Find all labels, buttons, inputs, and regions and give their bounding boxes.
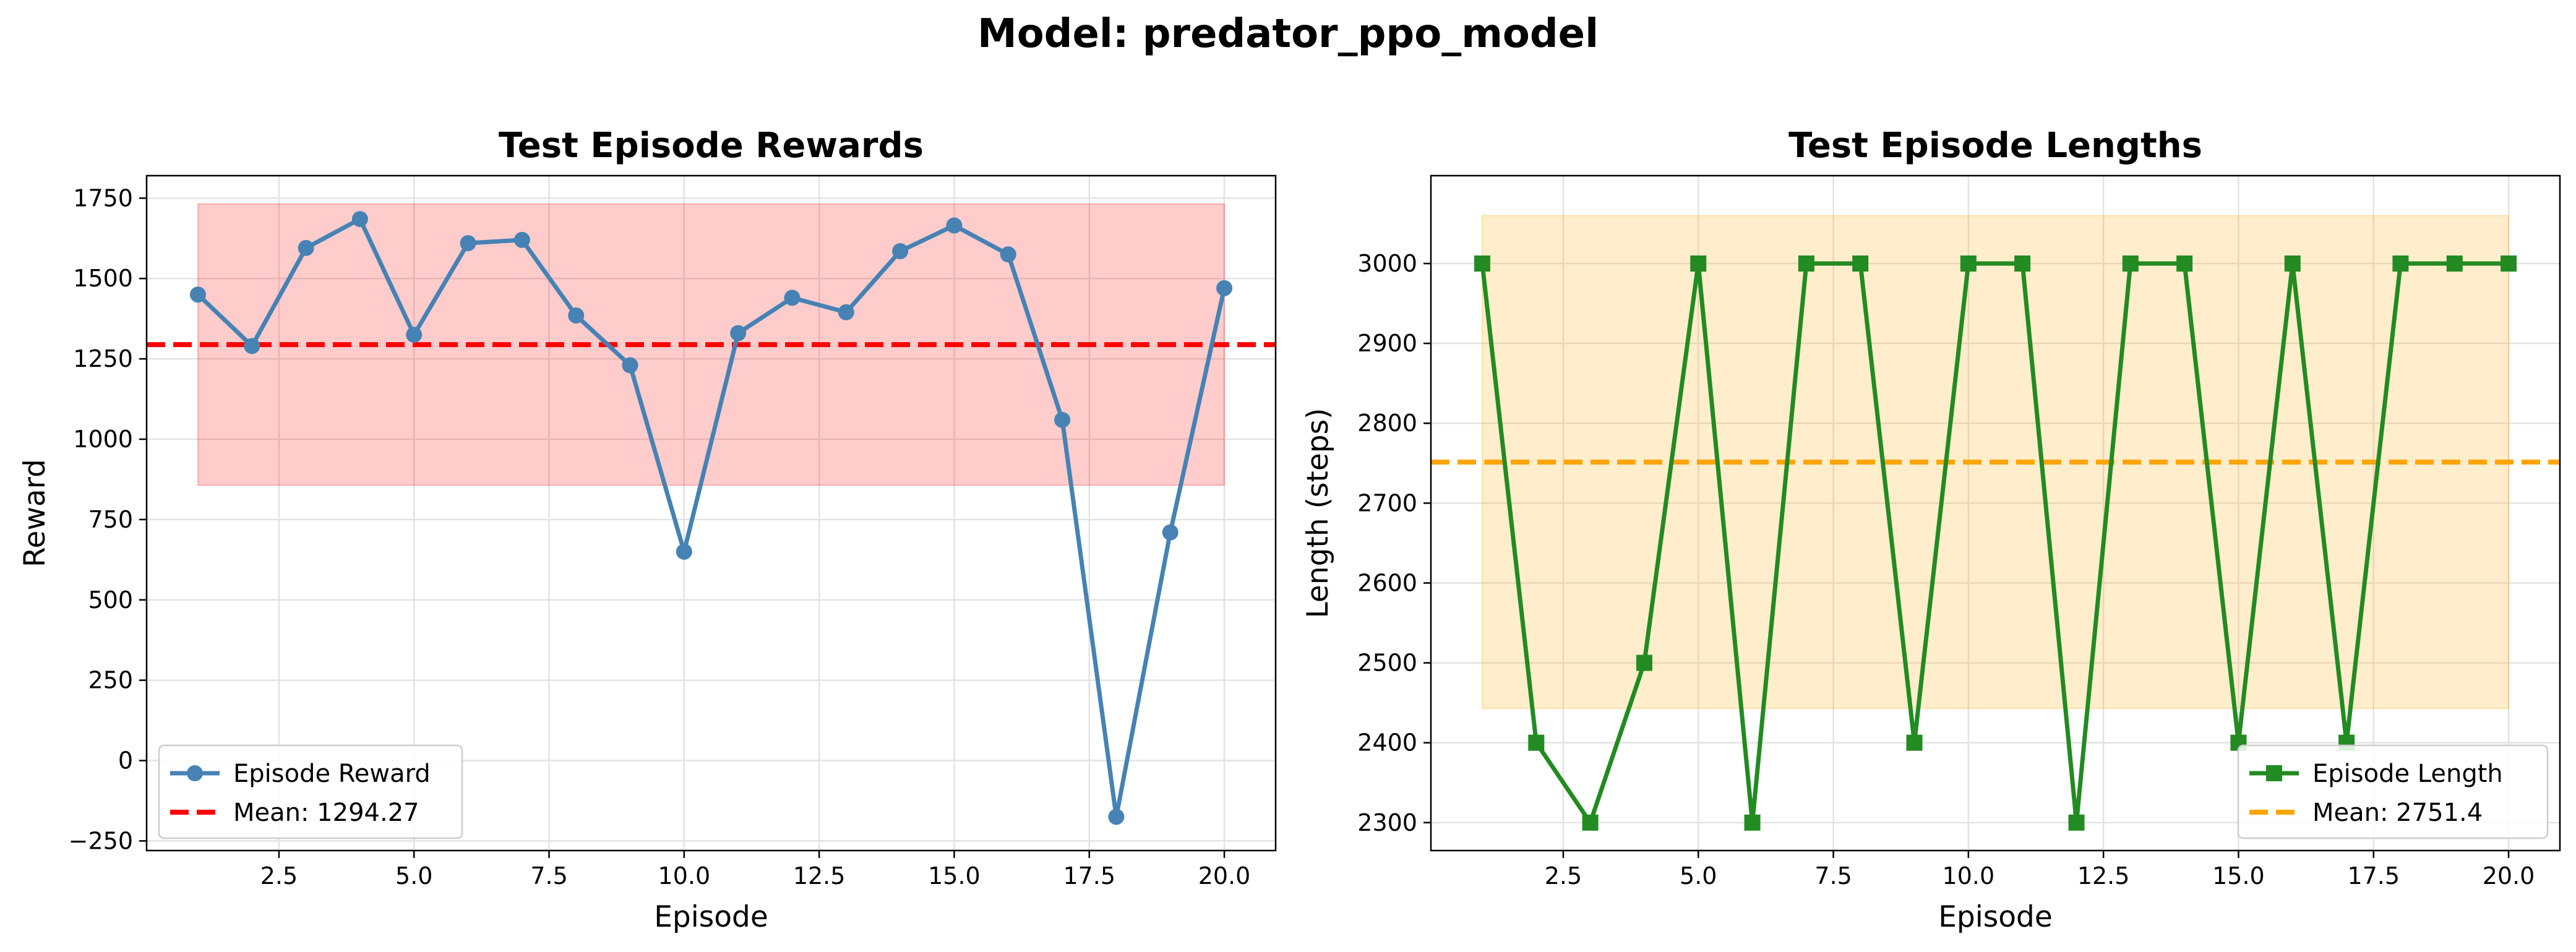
data-point <box>460 235 476 252</box>
y-tick-label: 2600 <box>1357 569 1417 596</box>
x-tick-label: 12.5 <box>793 862 846 890</box>
y-axis-label: Reward <box>18 459 52 567</box>
legend-box <box>158 744 463 839</box>
data-point <box>2501 255 2517 272</box>
x-tick-label: 10.0 <box>1943 862 1995 890</box>
legend-series-label: Episode Reward <box>233 760 431 788</box>
y-tick-label: 2300 <box>1357 809 1417 836</box>
rewards-chart: 2.5 5.0 7.5 10.0 12.5 15.0 17.5 20.0 −250 0 250 500… <box>18 126 1277 934</box>
data-point <box>1582 814 1599 831</box>
chart-title: Test Episode Rewards <box>499 126 924 166</box>
lengths-chart: 2.5 5.0 7.5 10.0 12.5 15.0 17.5 20.0 2300 2400 250… <box>1301 126 2561 934</box>
data-point <box>784 289 801 306</box>
data-point <box>1162 524 1179 541</box>
y-tick-label: 250 <box>88 667 133 694</box>
data-point <box>1906 734 1923 751</box>
figure-suptitle: Model: predator_ppo_model <box>977 11 1599 57</box>
x-tick-label: 12.5 <box>2077 862 2130 890</box>
legend: Episode Reward Mean: 1294.27 <box>158 744 463 839</box>
x-tick-label: 17.5 <box>2347 862 2400 890</box>
data-point <box>838 304 854 320</box>
y-tick-label: 2400 <box>1357 729 1417 757</box>
data-point <box>676 543 692 560</box>
x-tick-label: 5.0 <box>1680 862 1717 890</box>
data-point <box>298 239 314 256</box>
x-tick-label: 17.5 <box>1063 862 1115 890</box>
legend: Episode Length Mean: 2751.4 <box>2237 744 2549 839</box>
y-axis-label: Length (steps) <box>1301 408 1335 619</box>
data-point <box>1798 255 1814 272</box>
x-tick-label: 20.0 <box>1198 862 1251 890</box>
y-tick-label: 2900 <box>1357 330 1417 357</box>
series-line <box>196 217 1227 819</box>
axes-frame <box>145 174 1277 852</box>
data-point <box>1852 255 1869 272</box>
data-point <box>1960 255 1977 272</box>
data-point <box>1690 255 1707 272</box>
data-point <box>2014 255 2031 272</box>
y-tick-label: 500 <box>88 586 133 614</box>
data-point <box>406 327 423 343</box>
data-point <box>568 307 585 324</box>
axes-frame <box>1430 174 2561 852</box>
x-tick-label: 15.0 <box>928 862 981 890</box>
x-tick-label: 7.5 <box>1814 862 1852 890</box>
x-tick-label: 2.5 <box>260 862 298 890</box>
legend-mean-label: Mean: 1294.27 <box>233 799 419 827</box>
y-tick-label: 0 <box>118 747 133 774</box>
data-point <box>1216 280 1233 296</box>
data-point <box>1636 654 1652 671</box>
y-tick-label: 1000 <box>73 426 133 453</box>
data-point <box>2446 255 2463 272</box>
legend-series-label: Episode Length <box>2312 760 2503 788</box>
data-point <box>622 357 638 374</box>
data-point <box>1000 246 1016 263</box>
series-line <box>1480 261 2509 825</box>
legend-series-marker <box>187 765 203 781</box>
data-point <box>2068 814 2085 831</box>
y-tick-label: 1250 <box>73 345 133 372</box>
legend-mean-label: Mean: 2751.4 <box>2312 799 2483 827</box>
data-point <box>2122 255 2139 272</box>
data-point <box>946 217 963 234</box>
y-tick-label: 1500 <box>73 265 133 292</box>
data-point <box>1054 411 1071 428</box>
y-tick-label: 2700 <box>1357 489 1417 517</box>
data-point <box>730 325 747 341</box>
y-tick-label: 1750 <box>73 184 133 212</box>
data-point <box>2284 255 2301 272</box>
x-tick-label: 20.0 <box>2483 862 2535 890</box>
data-point <box>892 243 909 260</box>
data-point <box>1744 814 1761 831</box>
data-point <box>351 211 368 228</box>
y-tick-label: −250 <box>69 827 133 854</box>
data-point <box>513 231 530 248</box>
y-tick-label: 750 <box>88 506 133 533</box>
x-axis-label: Episode <box>654 900 768 934</box>
legend-series-marker <box>2266 765 2282 781</box>
x-tick-label: 15.0 <box>2212 862 2265 890</box>
x-tick-label: 5.0 <box>395 862 432 890</box>
data-point <box>1108 808 1125 825</box>
data-point <box>2176 255 2193 272</box>
y-tick-label: 3000 <box>1357 250 1417 277</box>
legend-box <box>2237 744 2549 839</box>
data-point <box>189 286 206 303</box>
data-point <box>244 338 260 354</box>
x-tick-label: 7.5 <box>530 862 567 890</box>
chart-title: Test Episode Lengths <box>1788 126 2202 166</box>
data-point <box>2392 255 2409 272</box>
x-tick-label: 10.0 <box>658 862 711 890</box>
y-tick-label: 2800 <box>1357 410 1417 437</box>
data-point <box>1528 734 1545 751</box>
y-tick-label: 2500 <box>1357 650 1417 677</box>
x-tick-label: 2.5 <box>1545 862 1582 890</box>
data-point <box>1474 255 1490 272</box>
x-axis-label: Episode <box>1938 900 2053 934</box>
